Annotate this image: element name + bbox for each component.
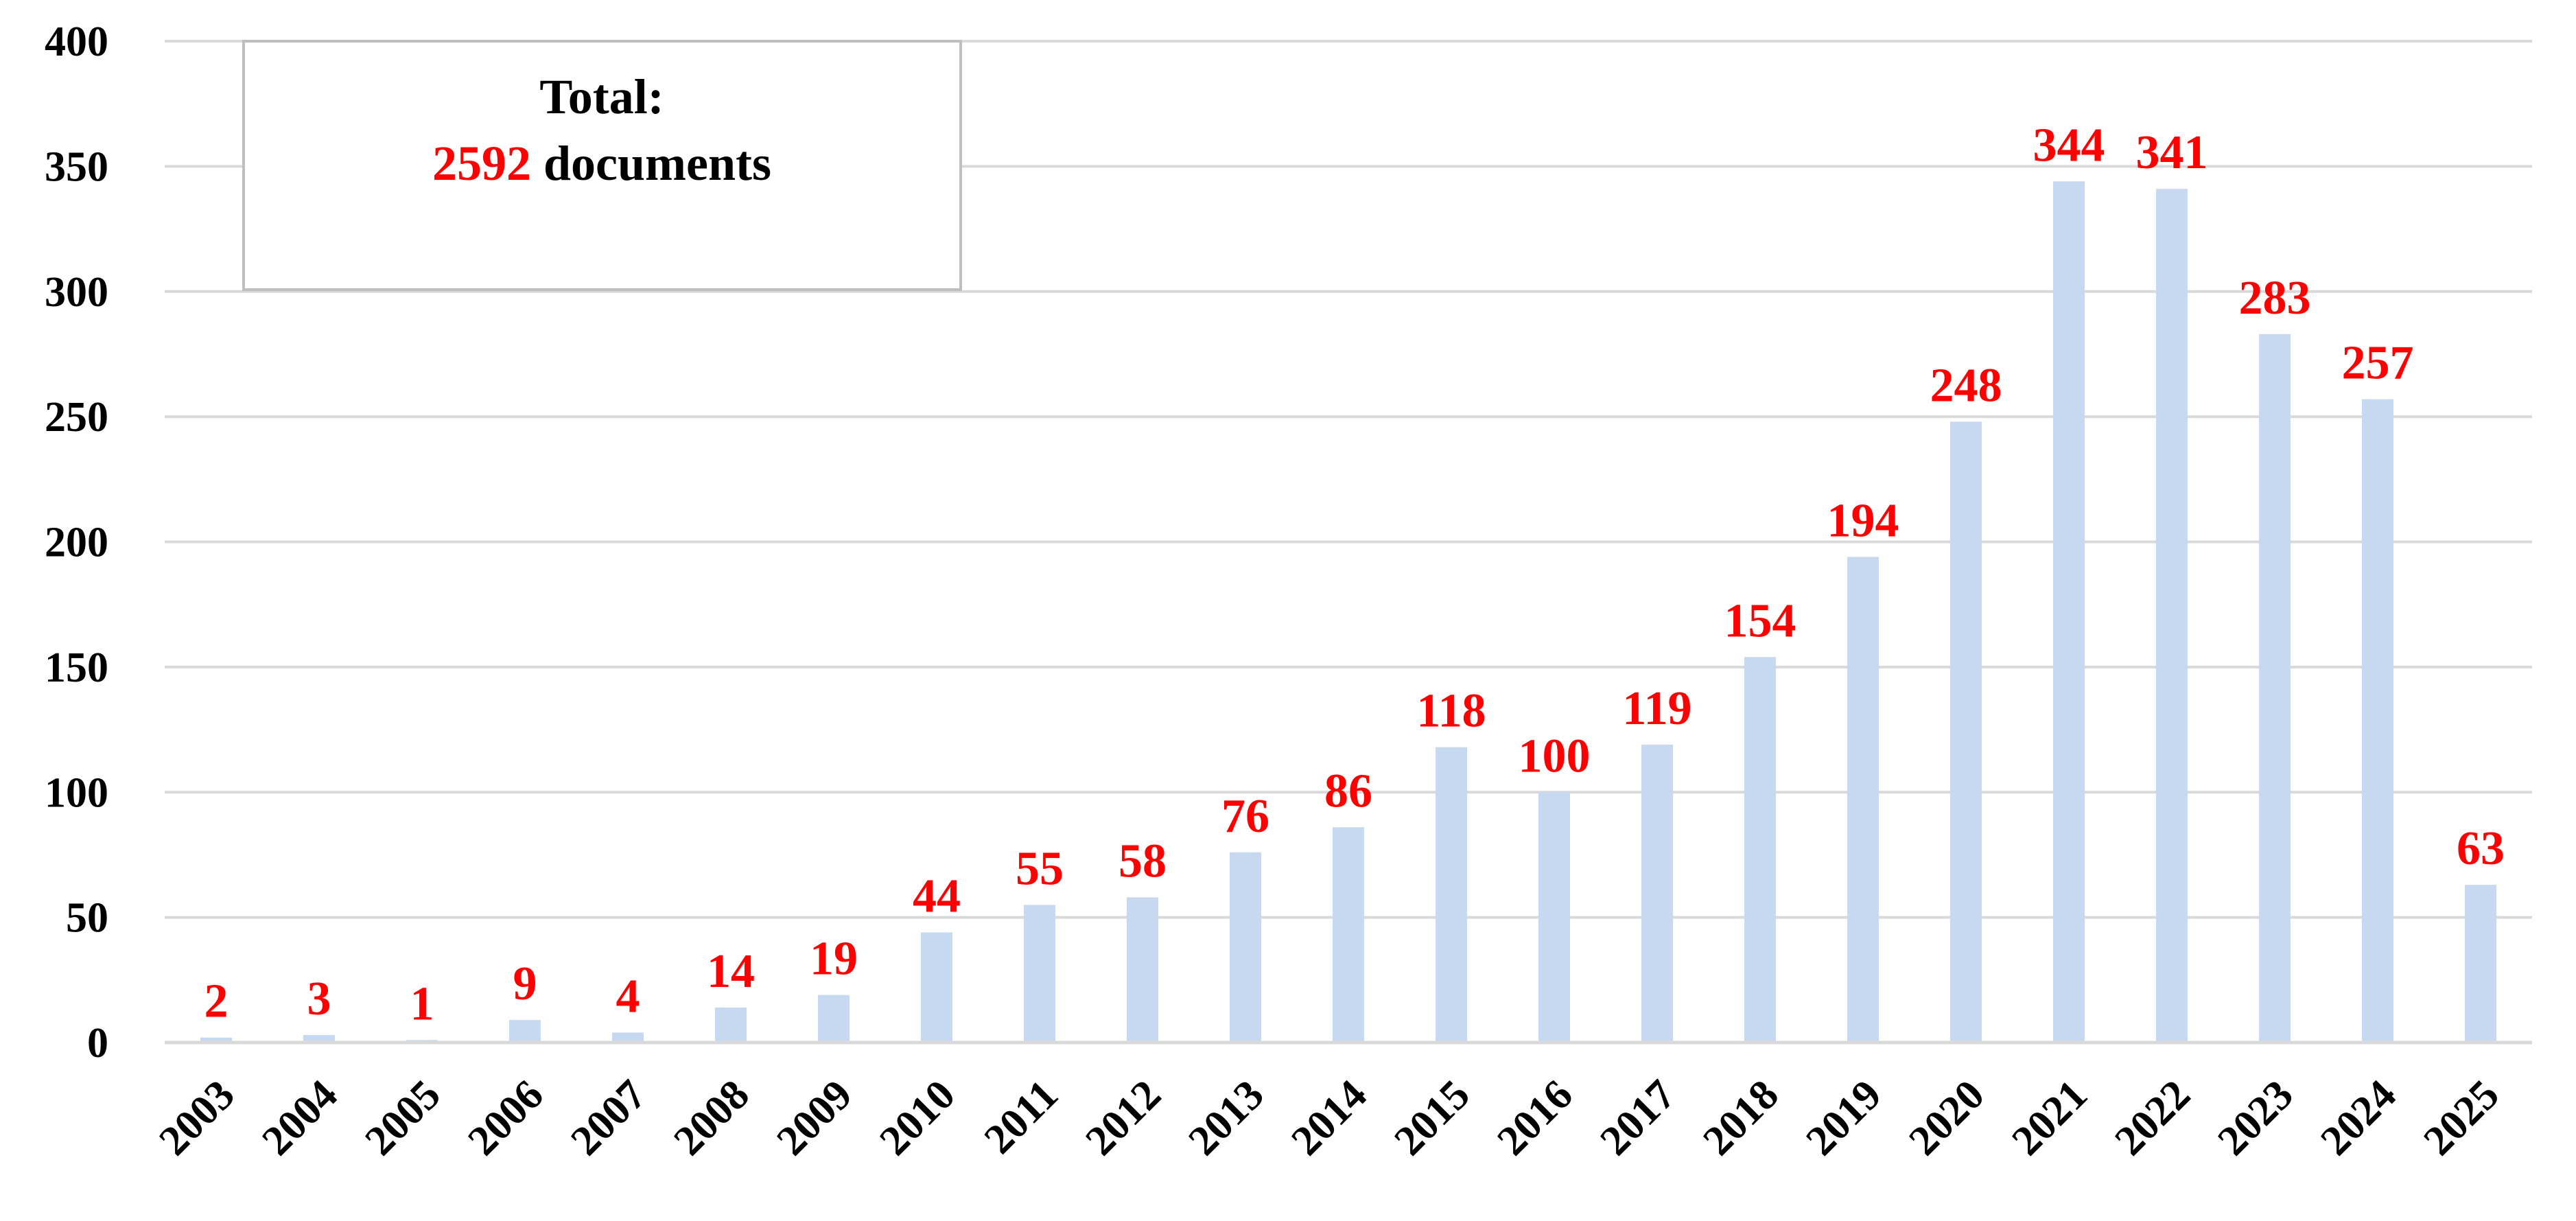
- bar-2004: [303, 1035, 335, 1043]
- data-label-2021: 344: [2033, 119, 2105, 172]
- x-tick-label: 2007: [562, 1071, 655, 1165]
- bar-2011: [1024, 905, 1055, 1043]
- x-tick-label: 2023: [2209, 1071, 2302, 1165]
- data-label-2011: 55: [1016, 842, 1064, 895]
- y-tick-label: 200: [45, 520, 108, 566]
- bars: [200, 181, 2496, 1043]
- x-tick-label: 2008: [665, 1071, 758, 1165]
- data-label-2025: 63: [2457, 822, 2505, 875]
- data-label-2017: 119: [1622, 682, 1691, 735]
- y-tick-label: 300: [45, 269, 108, 316]
- x-tick-label: 2015: [1385, 1071, 1479, 1165]
- data-label-2024: 257: [2342, 337, 2414, 390]
- bar-2017: [1641, 744, 1673, 1043]
- y-tick-label: 400: [45, 19, 108, 65]
- y-axis-ticks: 0 50 100 150 200 250 300 350 400: [45, 19, 108, 1067]
- bar-2006: [509, 1020, 541, 1043]
- total-annotation-frame: [242, 40, 962, 291]
- data-label-2013: 76: [1221, 790, 1269, 843]
- data-label-2018: 154: [1724, 594, 1796, 647]
- data-label-2012: 58: [1119, 835, 1167, 887]
- y-tick-label: 0: [87, 1020, 108, 1067]
- data-label-2023: 283: [2239, 272, 2311, 325]
- x-tick-label: 2022: [2106, 1071, 2199, 1165]
- bar-2022: [2156, 189, 2188, 1043]
- bar-2013: [1230, 852, 1261, 1043]
- bar-2023: [2259, 334, 2291, 1043]
- data-label-2022: 341: [2136, 126, 2208, 179]
- bar-2008: [715, 1007, 747, 1043]
- x-tick-label: 2006: [459, 1071, 552, 1165]
- x-tick-label: 2011: [976, 1071, 1067, 1163]
- bar-2010: [921, 932, 952, 1043]
- bar-2018: [1744, 657, 1776, 1043]
- x-tick-label: 2016: [1488, 1071, 1582, 1165]
- data-label-2008: 14: [707, 945, 755, 998]
- total-annotation-box: Total: 2592 documents: [242, 40, 962, 291]
- x-tick-label: 2013: [1180, 1071, 1273, 1165]
- x-tick-label: 2012: [1077, 1071, 1170, 1165]
- total-document-suffix: documents: [531, 136, 771, 191]
- bar-2024: [2362, 399, 2393, 1043]
- x-tick-label: 2003: [150, 1071, 244, 1165]
- data-label-2010: 44: [913, 870, 961, 923]
- y-tick-label: 250: [45, 394, 108, 441]
- bar-2003: [200, 1037, 232, 1043]
- data-label-2019: 194: [1827, 494, 1899, 547]
- data-label-2020: 248: [1930, 359, 2002, 412]
- y-tick-label: 150: [45, 644, 108, 691]
- data-label-2004: 3: [307, 973, 331, 1025]
- total-document-count: 2592: [432, 136, 531, 191]
- x-tick-label: 2019: [1797, 1071, 1890, 1165]
- bar-2009: [818, 995, 850, 1043]
- data-label-2003: 2: [204, 975, 229, 1028]
- x-tick-label: 2025: [2415, 1071, 2508, 1165]
- bar-2021: [2053, 181, 2085, 1043]
- bar-2012: [1127, 897, 1158, 1043]
- x-tick-label: 2005: [356, 1071, 449, 1165]
- data-label-2014: 86: [1324, 765, 1372, 817]
- y-tick-label: 50: [66, 895, 108, 942]
- x-tick-label: 2009: [768, 1071, 861, 1165]
- x-tick-label: 2018: [1694, 1071, 1788, 1165]
- y-tick-label: 350: [45, 143, 108, 190]
- data-label-2005: 1: [410, 977, 434, 1030]
- x-tick-label: 2021: [2003, 1071, 2096, 1165]
- x-tick-label: 2014: [1283, 1071, 1376, 1165]
- data-label-2006: 9: [513, 957, 537, 1010]
- x-tick-label: 2004: [253, 1071, 347, 1165]
- y-tick-label: 100: [45, 769, 108, 816]
- bar-2007: [612, 1032, 644, 1043]
- bar-2020: [1950, 421, 1982, 1043]
- bar-2016: [1538, 792, 1570, 1043]
- data-label-2016: 100: [1519, 730, 1591, 782]
- x-tick-label: 2024: [2312, 1071, 2405, 1165]
- data-label-2015: 118: [1416, 685, 1486, 738]
- bar-2014: [1333, 827, 1364, 1043]
- data-label-2009: 19: [810, 933, 858, 986]
- bar-2015: [1436, 747, 1467, 1043]
- data-label-2007: 4: [616, 970, 640, 1023]
- bar-2025: [2465, 885, 2496, 1043]
- total-annotation-count-line: 2592 documents: [432, 136, 771, 191]
- total-annotation-title: Total:: [539, 69, 664, 124]
- x-tick-label: 2010: [871, 1071, 964, 1165]
- bar-2019: [1847, 557, 1879, 1043]
- x-tick-label: 2017: [1591, 1071, 1685, 1165]
- x-tick-label: 2020: [1900, 1071, 1993, 1165]
- x-axis-ticks: 2003 2004 2005 2006 2007 2008 2009 2010 2011 2012…: [150, 1071, 2508, 1165]
